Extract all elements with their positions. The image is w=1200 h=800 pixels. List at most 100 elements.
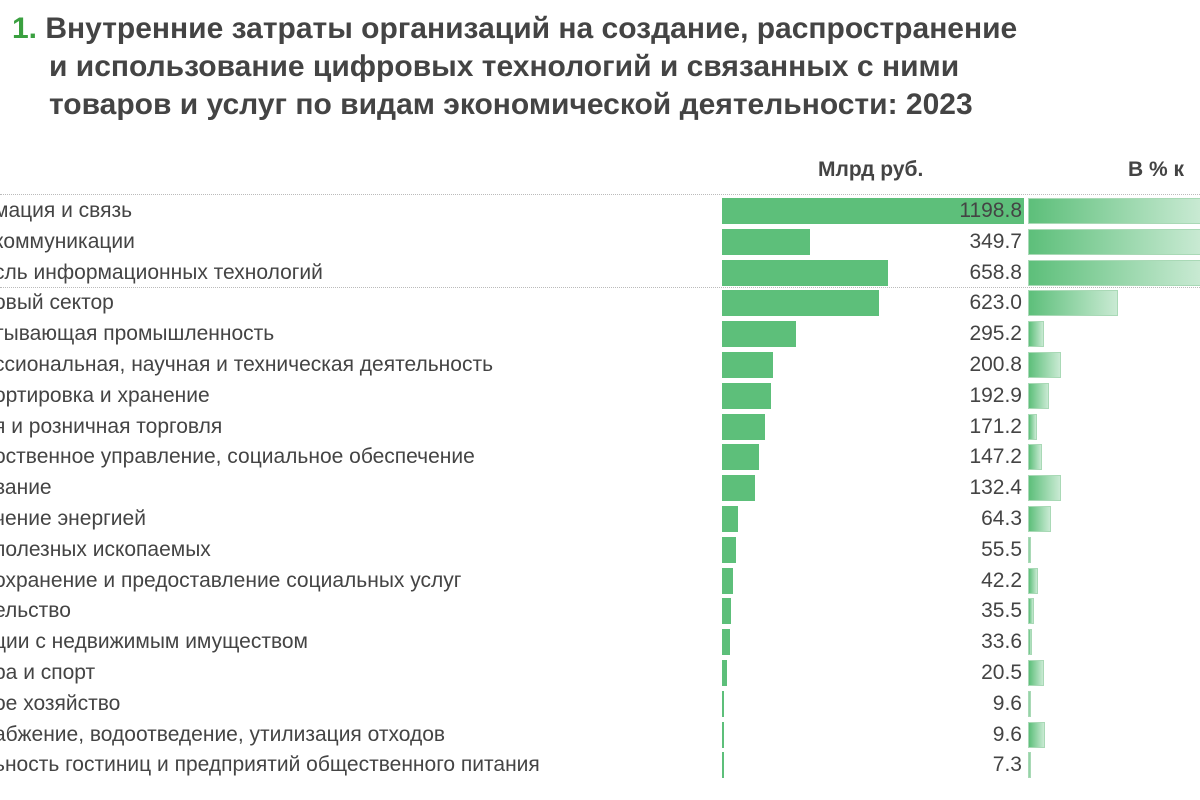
value-label: 658.8 bbox=[969, 260, 1022, 284]
divider bbox=[0, 194, 1200, 195]
percent-bar bbox=[1028, 444, 1042, 471]
value-bar bbox=[722, 752, 724, 779]
category-label: коммуникации bbox=[0, 229, 135, 253]
value-bar bbox=[722, 198, 1024, 224]
table-row: чение энергией 64.3 bbox=[0, 505, 1200, 535]
percent-bar bbox=[1028, 721, 1046, 748]
column-header-percent: В % к bbox=[1128, 158, 1185, 181]
table-row: мация и связь 1198.8 bbox=[0, 197, 1200, 227]
percent-bar bbox=[1028, 660, 1044, 686]
value-label: 171.2 bbox=[969, 414, 1022, 438]
value-bar bbox=[722, 228, 811, 255]
percent-bar bbox=[1028, 475, 1062, 502]
category-label: ции с недвижимым имуществом bbox=[0, 630, 308, 654]
category-label: оственное управление, социальное обеспеч… bbox=[0, 445, 475, 469]
percent-bar bbox=[1028, 382, 1049, 409]
category-label: ое хозяйство bbox=[0, 691, 121, 715]
value-label: 7.3 bbox=[992, 753, 1022, 777]
title-line: Внутренние затраты организаций на создан… bbox=[45, 12, 1018, 45]
value-bar bbox=[722, 382, 771, 409]
title-line: и использование цифровых технологий и св… bbox=[49, 50, 960, 83]
percent-bar bbox=[1028, 536, 1032, 563]
table-row: сль информационных технологий 658.8 bbox=[0, 259, 1200, 289]
table-row: охранение и предоставление социальных ус… bbox=[0, 567, 1200, 597]
table-row: полезных ископаемых 55.5 bbox=[0, 536, 1200, 566]
value-label: 64.3 bbox=[981, 507, 1022, 530]
category-label: абжение, водоотведение, утилизация отход… bbox=[0, 722, 446, 746]
value-bar bbox=[722, 598, 731, 625]
value-bar bbox=[722, 413, 766, 440]
value-bar bbox=[722, 536, 736, 563]
category-label: вание bbox=[0, 476, 52, 500]
category-label: охранение и предоставление социальных ус… bbox=[0, 568, 462, 592]
table-row: ра и спорт 20.5 bbox=[0, 659, 1200, 689]
value-label: 192.9 bbox=[969, 383, 1022, 407]
category-label: полезных ископаемых bbox=[0, 537, 211, 561]
table-row: коммуникации 349.7 bbox=[0, 228, 1200, 258]
percent-bar bbox=[1028, 567, 1039, 594]
value-label: 55.5 bbox=[981, 537, 1022, 561]
category-label: я и розничная торговля bbox=[0, 414, 223, 438]
table-row: ьность гостиниц и предприятий общественн… bbox=[0, 751, 1200, 781]
value-bar bbox=[722, 660, 728, 686]
value-bar bbox=[722, 506, 739, 532]
table-row: я и розничная торговля 171.2 bbox=[0, 413, 1200, 443]
table-row: ортировка и хранение 192.9 bbox=[0, 382, 1200, 412]
percent-bar bbox=[1028, 321, 1044, 348]
divider bbox=[0, 287, 1200, 288]
table-row: ссиональная, научная и техническая деяте… bbox=[0, 351, 1200, 381]
category-label: мация и связь bbox=[0, 199, 133, 222]
value-label: 42.2 bbox=[981, 568, 1022, 592]
value-bar bbox=[722, 352, 773, 378]
category-label: сль информационных технологий bbox=[0, 260, 323, 284]
category-label: ельство bbox=[0, 599, 71, 623]
value-bar bbox=[722, 690, 725, 717]
percent-bar bbox=[1028, 413, 1037, 440]
category-label: овый сектор bbox=[0, 291, 114, 315]
value-label: 1198.8 bbox=[959, 199, 1022, 222]
table-row: ельство 35.5 bbox=[0, 597, 1200, 627]
percent-bar bbox=[1028, 352, 1062, 378]
value-label: 349.7 bbox=[969, 229, 1022, 253]
category-label: ссиональная, научная и техническая деяте… bbox=[0, 353, 494, 376]
percent-bar bbox=[1028, 290, 1119, 317]
value-bar bbox=[722, 475, 756, 502]
value-bar bbox=[722, 321, 797, 348]
title-number: 1. bbox=[12, 12, 38, 45]
value-label: 132.4 bbox=[969, 476, 1022, 500]
value-label: 9.6 bbox=[992, 691, 1022, 715]
table-row: овый сектор 623.0 bbox=[0, 289, 1200, 319]
value-label: 200.8 bbox=[969, 353, 1022, 376]
table-row: ции с недвижимым имуществом 33.6 bbox=[0, 628, 1200, 658]
percent-bar bbox=[1028, 598, 1035, 625]
column-header-bln-rub: Млрд руб. bbox=[818, 158, 924, 181]
table-row: тывающая промышленность 295.2 bbox=[0, 320, 1200, 350]
value-label: 147.2 bbox=[969, 445, 1022, 469]
category-label: ортировка и хранение bbox=[0, 383, 210, 407]
category-label: тывающая промышленность bbox=[0, 322, 275, 346]
table-row: абжение, водоотведение, утилизация отход… bbox=[0, 721, 1200, 751]
value-bar bbox=[722, 290, 879, 317]
table-row: вание 132.4 bbox=[0, 474, 1200, 504]
percent-bar bbox=[1028, 198, 1200, 224]
value-label: 20.5 bbox=[981, 661, 1022, 684]
slide-title: 1. Внутренние затраты организаций на соз… bbox=[12, 10, 1017, 124]
percent-bar bbox=[1028, 228, 1200, 255]
value-label: 33.6 bbox=[981, 630, 1022, 654]
percent-bar bbox=[1028, 629, 1033, 656]
value-bar bbox=[722, 567, 733, 594]
category-label: чение энергией bbox=[0, 507, 146, 530]
category-label: ьность гостиниц и предприятий общественн… bbox=[0, 753, 540, 777]
table-row: оственное управление, социальное обеспеч… bbox=[0, 443, 1200, 473]
value-bar bbox=[722, 259, 888, 286]
value-label: 9.6 bbox=[992, 722, 1022, 746]
percent-bar bbox=[1028, 259, 1200, 286]
value-label: 623.0 bbox=[969, 291, 1022, 315]
value-label: 35.5 bbox=[981, 599, 1022, 623]
category-label: ра и спорт bbox=[0, 661, 96, 684]
value-bar bbox=[722, 444, 760, 471]
percent-bar bbox=[1028, 752, 1032, 779]
title-line: товаров и услуг по видам экономической д… bbox=[49, 88, 973, 121]
value-bar bbox=[722, 721, 725, 748]
value-label: 295.2 bbox=[969, 322, 1022, 346]
